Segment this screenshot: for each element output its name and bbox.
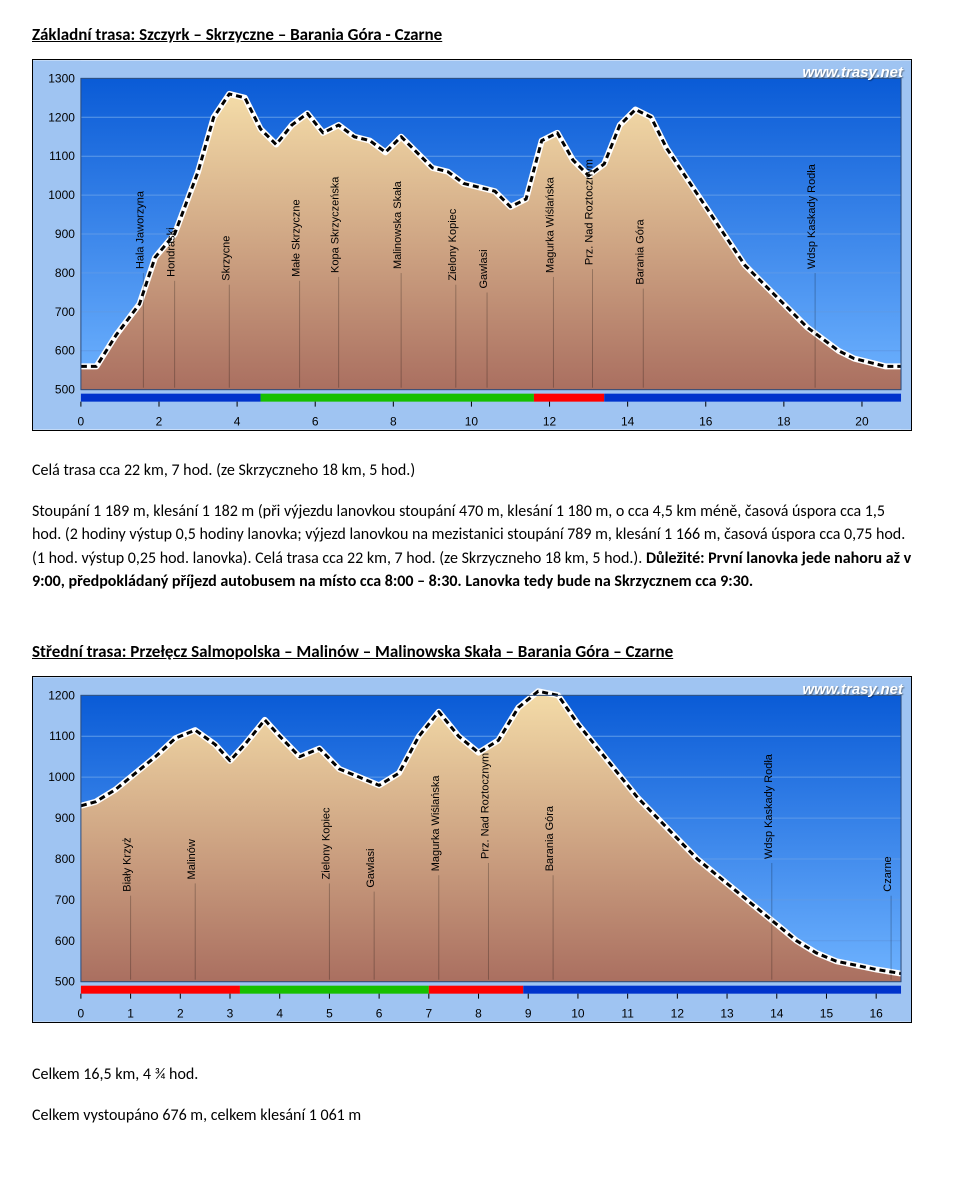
chart1-watermark: www.trasy.net — [802, 64, 903, 81]
section1-para1: Celá trasa cca 22 km, 7 hod. (ze Skrzycz… — [32, 459, 912, 482]
svg-text:9: 9 — [525, 1007, 532, 1021]
svg-text:Hala Jaworzyna: Hala Jaworzyna — [134, 190, 146, 269]
svg-text:3: 3 — [227, 1007, 234, 1021]
svg-text:Biały Krzyż: Biały Krzyż — [122, 837, 134, 891]
svg-text:800: 800 — [55, 266, 75, 280]
chart2-svg: 5006007008009001000110012000123456789101… — [33, 677, 911, 1022]
section1-heading: Základní trasa: Szczyrk – Skrzyczne – Ba… — [32, 24, 928, 45]
svg-text:Hondraski: Hondraski — [166, 227, 178, 276]
svg-text:700: 700 — [55, 893, 75, 907]
svg-text:6: 6 — [376, 1007, 383, 1021]
svg-text:0: 0 — [78, 1007, 85, 1021]
svg-text:Magurka Wiślańska: Magurka Wiślańska — [430, 775, 442, 872]
chart2-container: 5006007008009001000110012000123456789101… — [32, 676, 912, 1023]
section2-para1: Celkem 16,5 km, 4 ¾ hod. — [32, 1063, 912, 1086]
svg-text:0: 0 — [78, 415, 85, 429]
section1-para2: Stoupání 1 189 m, klesání 1 182 m (při v… — [32, 500, 912, 593]
svg-text:1: 1 — [127, 1007, 134, 1021]
svg-text:8: 8 — [390, 415, 397, 429]
svg-text:Gawlasi: Gawlasi — [365, 849, 377, 888]
svg-text:900: 900 — [55, 227, 75, 241]
svg-text:2: 2 — [177, 1007, 184, 1021]
svg-text:Barania Góra: Barania Góra — [634, 218, 646, 284]
svg-text:10: 10 — [571, 1007, 585, 1021]
svg-text:16: 16 — [699, 415, 713, 429]
svg-text:15: 15 — [820, 1007, 834, 1021]
chart2-watermark: www.trasy.net — [802, 681, 903, 698]
section2-para2: Celkem vystoupáno 676 m, celkem klesání … — [32, 1104, 912, 1127]
svg-text:14: 14 — [770, 1007, 784, 1021]
svg-text:6: 6 — [312, 415, 319, 429]
svg-text:600: 600 — [55, 344, 75, 358]
svg-text:12: 12 — [671, 1007, 685, 1021]
svg-text:500: 500 — [55, 383, 75, 397]
svg-text:800: 800 — [55, 852, 75, 866]
svg-text:7: 7 — [425, 1007, 432, 1021]
svg-text:1300: 1300 — [48, 71, 75, 85]
svg-text:Magurka Wiślańska: Magurka Wiślańska — [544, 176, 556, 273]
svg-text:700: 700 — [55, 305, 75, 319]
svg-text:Zielony Kopiec: Zielony Kopiec — [447, 208, 459, 280]
svg-text:Prz. Nad Roztocznym: Prz. Nad Roztocznym — [583, 159, 595, 265]
svg-text:Barania Góra: Barania Góra — [544, 805, 556, 871]
svg-text:1100: 1100 — [49, 729, 75, 743]
svg-text:10: 10 — [465, 415, 479, 429]
svg-text:600: 600 — [55, 934, 75, 948]
svg-text:4: 4 — [234, 415, 241, 429]
svg-text:1000: 1000 — [48, 770, 75, 784]
chart1-svg: 500 600 700 800 900 1000 1100 1200 1300 0 2 4 6 8 10 12… — [33, 60, 911, 430]
svg-text:18: 18 — [777, 415, 791, 429]
section2-heading: Střední trasa: Przełęcz Salmopolska – Ma… — [32, 641, 928, 662]
svg-text:Wdsp Kaskady Rodła: Wdsp Kaskady Rodła — [806, 163, 818, 269]
svg-text:16: 16 — [870, 1007, 884, 1021]
svg-text:Kopa Skrzyczeńska: Kopa Skrzyczeńska — [330, 176, 342, 273]
svg-text:8: 8 — [475, 1007, 482, 1021]
svg-text:Skrzycne: Skrzycne — [220, 236, 232, 281]
svg-text:Zielony Kopiec: Zielony Kopiec — [320, 807, 332, 879]
svg-text:14: 14 — [621, 415, 635, 429]
svg-text:Małe Skrzyczne: Małe Skrzyczne — [291, 199, 303, 276]
svg-text:Malinów: Malinów — [186, 839, 198, 879]
svg-text:500: 500 — [55, 975, 75, 989]
svg-text:12: 12 — [543, 415, 557, 429]
svg-text:Malinowska Skała: Malinowska Skała — [392, 180, 404, 269]
svg-text:1200: 1200 — [48, 110, 75, 124]
svg-text:20: 20 — [855, 415, 869, 429]
svg-text:Czarne: Czarne — [882, 856, 894, 891]
svg-text:Prz. Nad Roztocznym: Prz. Nad Roztocznym — [479, 753, 491, 859]
svg-text:4: 4 — [276, 1007, 283, 1021]
svg-text:13: 13 — [720, 1007, 734, 1021]
svg-text:Wdsp Kaskady Rodła: Wdsp Kaskady Rodła — [763, 753, 775, 859]
svg-text:Gawlasi: Gawlasi — [478, 249, 490, 288]
chart1-container: 500 600 700 800 900 1000 1100 1200 1300 0 2 4 6 8 10 12… — [32, 59, 912, 431]
svg-text:1200: 1200 — [48, 688, 75, 702]
svg-text:2: 2 — [156, 415, 163, 429]
svg-text:1100: 1100 — [49, 149, 75, 163]
svg-text:5: 5 — [326, 1007, 333, 1021]
svg-text:1000: 1000 — [48, 188, 75, 202]
svg-text:11: 11 — [621, 1007, 634, 1021]
svg-text:900: 900 — [55, 811, 75, 825]
